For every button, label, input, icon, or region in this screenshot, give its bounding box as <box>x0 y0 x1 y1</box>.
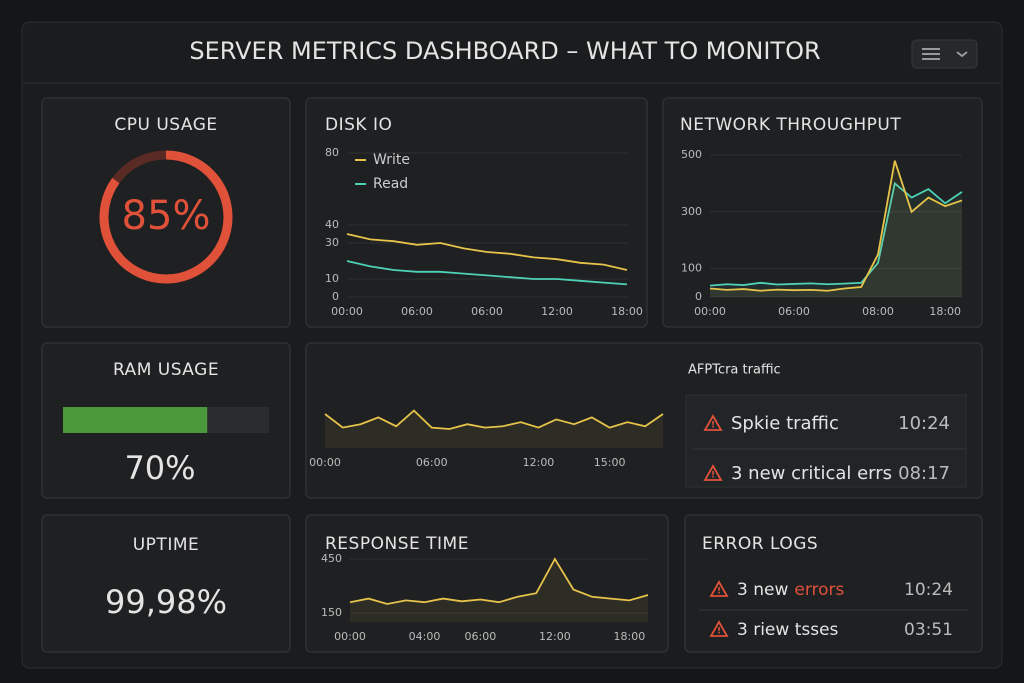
row-text: 3 riew tsses <box>737 620 839 640</box>
x-tick-label: 06:00 <box>471 305 503 318</box>
panel-title: AFPTcra traffic <box>688 363 781 378</box>
x-tick-label: 08:00 <box>862 305 894 318</box>
panel-title: UPTIME <box>133 535 200 555</box>
x-tick-label: 18:00 <box>614 630 646 643</box>
panel-title: DISK IO <box>325 115 392 135</box>
area <box>710 160 962 297</box>
x-tick-label: 18:00 <box>929 305 961 318</box>
x-tick-label: 18:00 <box>611 305 643 318</box>
x-tick-label: 06:00 <box>465 630 497 643</box>
legend-label: Write <box>373 152 410 168</box>
area <box>710 183 962 297</box>
x-tick-label: 00:00 <box>334 630 366 643</box>
row-time: 08:17 <box>898 463 950 484</box>
row-text: 3 new errors <box>737 580 845 600</box>
warning-mark: ! <box>717 587 721 597</box>
gauge-arc <box>99 150 233 284</box>
row-text: 3 new critical errs <box>731 463 892 484</box>
panel-title: CPU USAGE <box>114 115 217 135</box>
y-tick-label: 0 <box>695 290 702 303</box>
x-tick-label: 06:00 <box>778 305 810 318</box>
warning-mark: ! <box>711 471 715 481</box>
y-tick-label: 0 <box>332 290 339 303</box>
line <box>324 409 664 430</box>
legend-label: Read <box>373 176 408 192</box>
area <box>325 410 663 448</box>
y-tick-label: 300 <box>681 205 702 218</box>
line <box>349 557 649 605</box>
y-tick-label: 450 <box>321 552 342 565</box>
x-tick-label: 00:00 <box>694 305 726 318</box>
warning-mark: ! <box>711 421 715 431</box>
row-time: 10:24 <box>898 413 950 434</box>
warning-icon <box>709 620 729 637</box>
y-tick-label: 40 <box>325 218 339 231</box>
y-tick-label: 10 <box>325 272 339 285</box>
menu-icon <box>922 48 968 60</box>
y-tick-label: 100 <box>681 262 702 275</box>
x-tick-label: 15:00 <box>594 456 626 469</box>
cpu-value: 85% <box>122 193 211 239</box>
warning-mark: ! <box>717 627 721 637</box>
x-tick-label: 00:00 <box>331 305 363 318</box>
ram-value: 70% <box>124 449 195 487</box>
panel-title: RESPONSE TIME <box>325 534 469 554</box>
line <box>709 181 963 287</box>
x-tick-label: 06:00 <box>416 456 448 469</box>
line <box>346 260 628 286</box>
row-time: 03:51 <box>904 620 953 640</box>
bar <box>63 407 208 433</box>
warning-icon <box>703 414 723 431</box>
alert-list <box>685 394 967 488</box>
menu-button[interactable] <box>911 39 978 69</box>
y-tick-label: 80 <box>325 146 339 159</box>
panel <box>41 514 291 653</box>
panel <box>41 97 291 328</box>
row-text: 3 new <box>737 580 788 600</box>
title: SERVER METRICS DASHBOARD – WHAT TO MONIT… <box>189 37 820 65</box>
y-tick-label: 150 <box>321 606 342 619</box>
x-tick-label: 04:00 <box>409 630 441 643</box>
y-tick-label: 500 <box>681 148 702 161</box>
panel-title: ERROR LOGS <box>702 534 818 554</box>
line <box>709 160 963 292</box>
line <box>346 233 628 271</box>
panel-title: NETWORK THROUGHPUT <box>680 115 901 135</box>
panel <box>684 514 983 653</box>
x-tick-label: 12:00 <box>523 456 555 469</box>
row-highlight: errors <box>794 580 844 600</box>
row-text: Spkie traffic <box>731 413 839 434</box>
x-tick-label: 12:00 <box>541 305 573 318</box>
row-text: 3 riew tsses <box>737 620 839 640</box>
x-tick-label: 06:00 <box>401 305 433 318</box>
warning-icon <box>703 464 723 481</box>
warning-icon <box>709 580 729 597</box>
x-tick-label: 12:00 <box>539 630 571 643</box>
area <box>350 559 648 622</box>
panel-title: RAM USAGE <box>113 360 219 380</box>
row-text: 3 new critical errs <box>731 463 892 484</box>
row-time: 10:24 <box>904 580 953 600</box>
row-text: Spkie traffic <box>731 413 839 434</box>
x-tick-label: 00:00 <box>309 456 341 469</box>
y-tick-label: 30 <box>325 236 339 249</box>
panel <box>305 514 669 653</box>
uptime-value: 99,98% <box>105 583 227 621</box>
